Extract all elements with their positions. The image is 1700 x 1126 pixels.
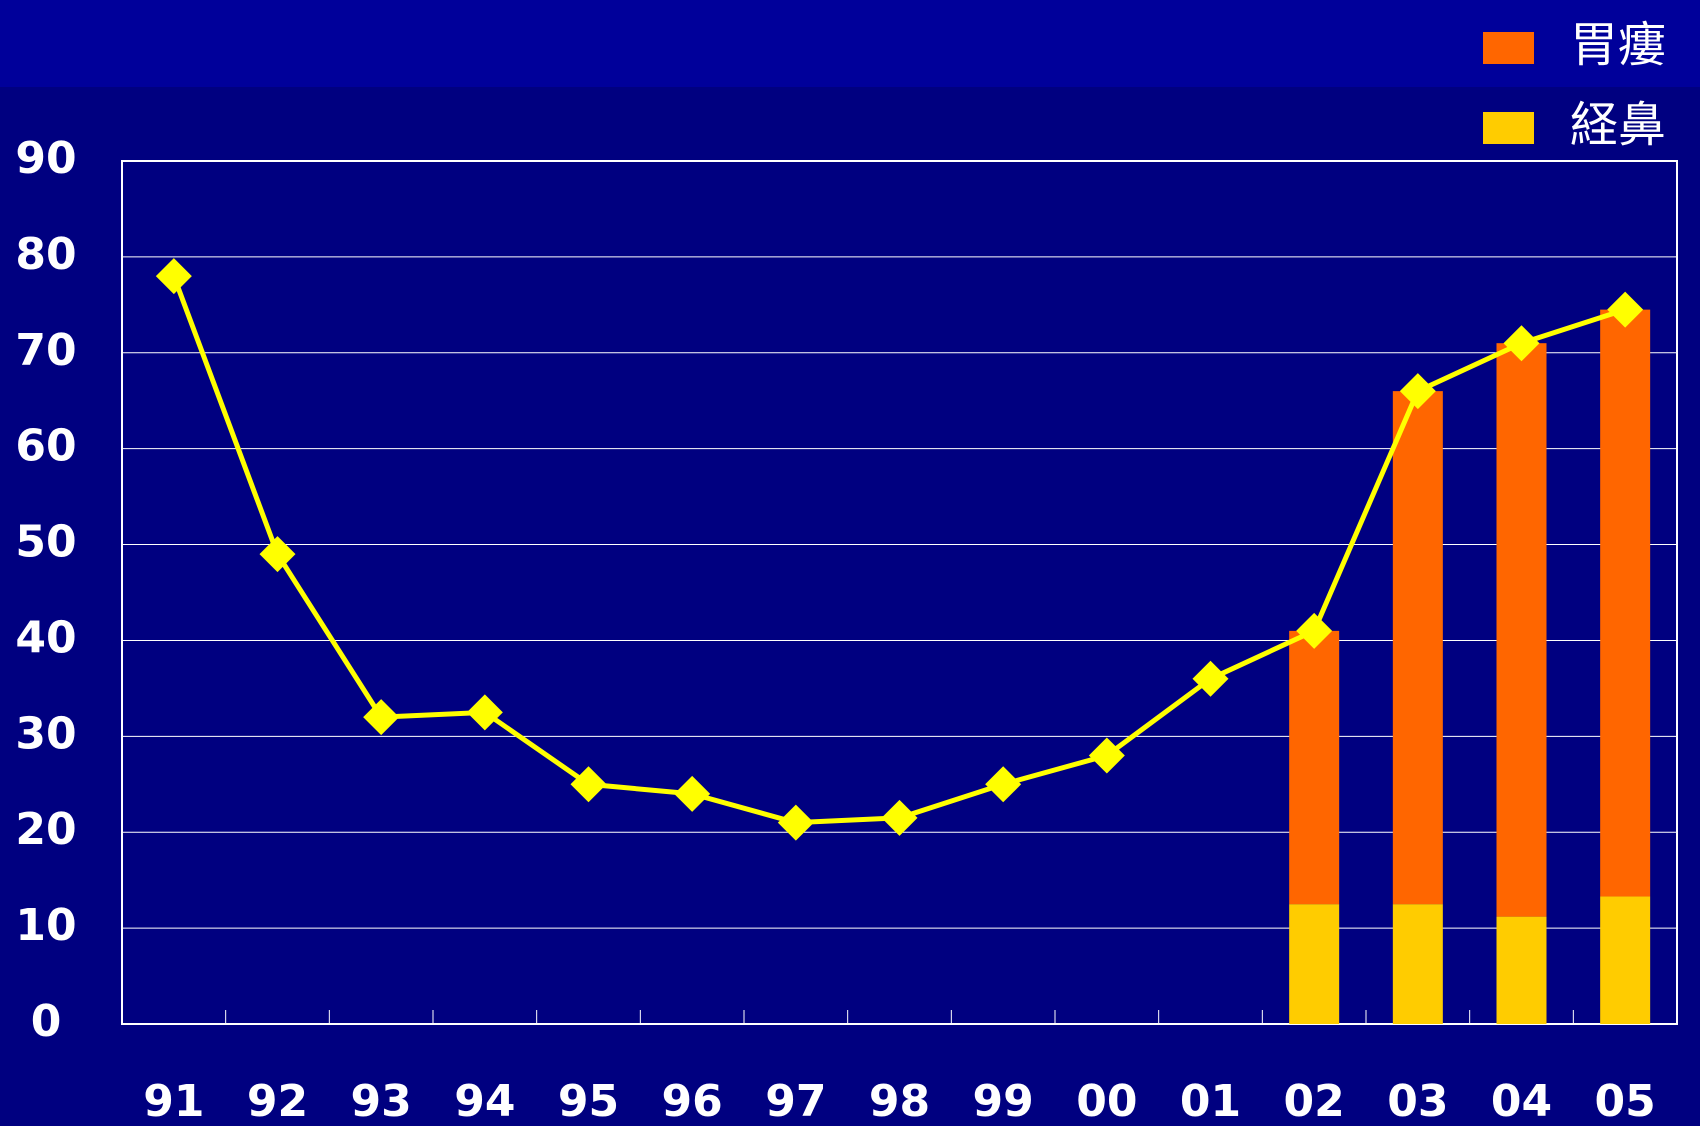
x-tick-label: 92 (247, 1076, 308, 1126)
y-tick-label: 80 (15, 229, 76, 280)
x-tick-label: 02 (1284, 1076, 1345, 1126)
y-tick-label: 50 (15, 517, 76, 568)
y-tick-label: 60 (15, 421, 76, 472)
marker (259, 536, 296, 573)
marker (674, 775, 711, 812)
x-tick-label: 93 (351, 1076, 412, 1126)
x-tick-label: 04 (1491, 1076, 1552, 1126)
x-tick-label: 03 (1387, 1076, 1448, 1126)
bar (1496, 916, 1547, 1024)
legend-label: 胃瘻 (1570, 17, 1666, 73)
legend-swatch (1483, 112, 1534, 144)
x-tick-label: 99 (973, 1076, 1034, 1126)
marker (777, 804, 814, 841)
x-tick-label: 97 (765, 1076, 826, 1126)
plot-border (121, 160, 1678, 1025)
header-band (0, 0, 1700, 87)
x-tick-label: 94 (454, 1076, 515, 1126)
x-tick-label: 96 (662, 1076, 723, 1126)
x-tick-label: 95 (558, 1076, 619, 1126)
bar (1392, 904, 1443, 1024)
bar (1289, 904, 1340, 1024)
x-tick-label: 98 (869, 1076, 930, 1126)
y-tick-label: 70 (15, 325, 76, 376)
y-tick-label: 20 (15, 804, 76, 855)
marker (881, 799, 918, 836)
y-tick-label: 10 (15, 900, 76, 951)
marker (985, 766, 1022, 803)
x-tick-label: 00 (1076, 1076, 1137, 1126)
marker (466, 694, 503, 731)
marker (363, 699, 400, 736)
y-tick-label: 90 (15, 133, 76, 184)
marker (1088, 737, 1125, 774)
marker (1296, 612, 1333, 649)
marker (570, 766, 607, 803)
bar (1496, 343, 1547, 917)
bar (1289, 630, 1340, 905)
legend-label: 経鼻 (1570, 97, 1666, 153)
marker (1607, 291, 1644, 328)
x-tick-label: 05 (1595, 1076, 1656, 1126)
bar (1600, 309, 1651, 897)
y-tick-label: 30 (15, 708, 76, 759)
marker (1503, 325, 1540, 362)
y-tick-label: 40 (15, 612, 76, 663)
legend-swatch (1483, 32, 1534, 64)
x-tick-label: 91 (143, 1076, 204, 1126)
marker (1399, 373, 1436, 410)
y-tick-label: 0 (31, 996, 62, 1047)
bar (1600, 896, 1651, 1024)
bar (1392, 391, 1443, 905)
marker (155, 258, 192, 295)
x-tick-label: 01 (1180, 1076, 1241, 1126)
marker (1192, 660, 1229, 697)
